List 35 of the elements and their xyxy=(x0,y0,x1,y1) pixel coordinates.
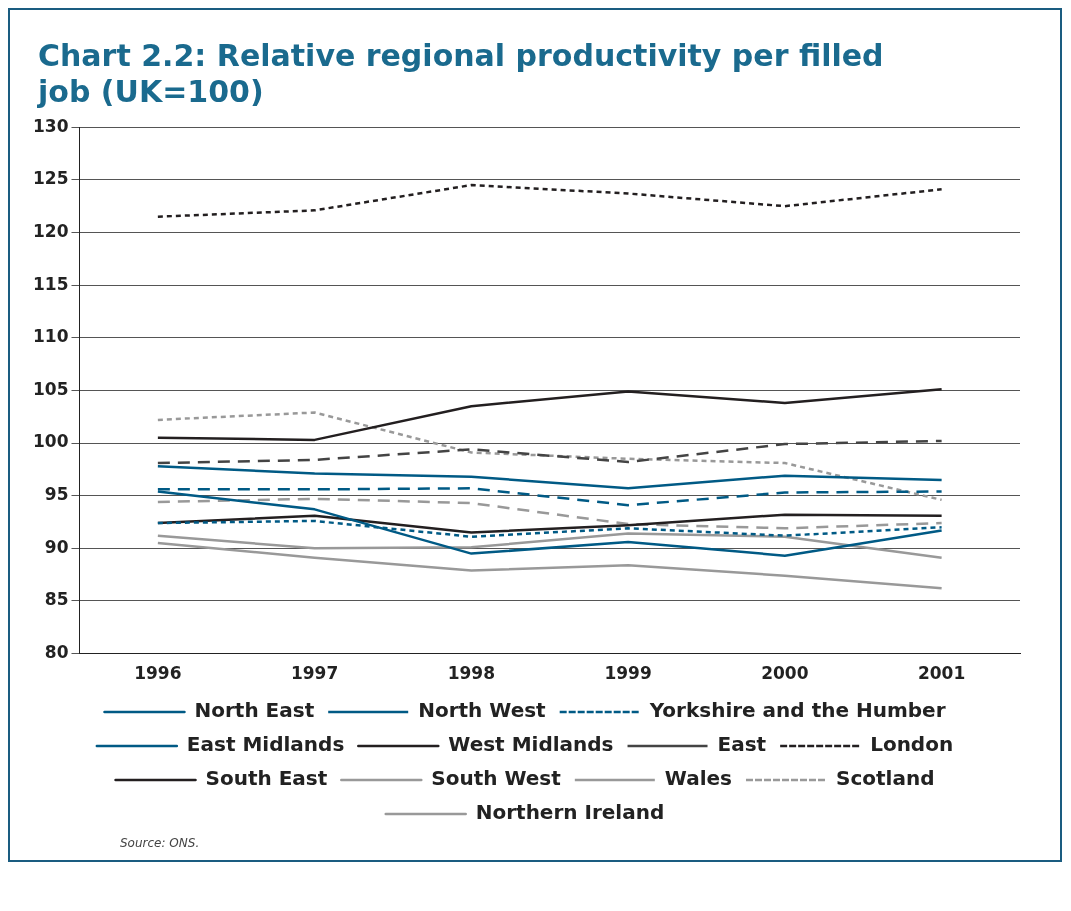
x-tick-label: 1998 xyxy=(447,663,496,684)
line-series xyxy=(156,411,943,502)
legend-label: Northern Ireland xyxy=(475,800,665,825)
y-tick-label: 95 xyxy=(44,484,69,505)
legend-label: South East xyxy=(205,766,328,791)
y-tick-label: 80 xyxy=(44,642,69,663)
legend-label: London xyxy=(870,732,954,757)
legend-label: Yorkshire and the Humber xyxy=(648,698,946,723)
x-tick-label: 2000 xyxy=(761,663,809,684)
y-tick-label: 85 xyxy=(44,589,69,610)
y-tick-label: 125 xyxy=(32,168,69,189)
y-tick-label: 100 xyxy=(32,431,69,452)
y-tick-label: 110 xyxy=(32,326,69,347)
legend-label: East Midlands xyxy=(186,732,345,757)
legend-label: Scotland xyxy=(836,766,935,791)
x-tick-label: 1996 xyxy=(134,663,182,684)
legend-label: East xyxy=(717,732,767,757)
y-tick-label: 90 xyxy=(44,536,69,557)
x-tick-label: 2001 xyxy=(917,663,966,684)
y-tick-label: 120 xyxy=(32,220,69,241)
chart-title: Chart 2.2: Relative regional productivity per filled job (UK=100) xyxy=(38,38,885,110)
y-tick-label: 130 xyxy=(32,115,69,136)
line-series xyxy=(156,183,943,218)
legend-label: North West xyxy=(418,698,547,723)
line-series xyxy=(156,497,943,530)
source-note: Source: ONS. xyxy=(120,836,201,850)
legend-label: South West xyxy=(431,766,562,791)
y-tick-label: 105 xyxy=(32,378,69,399)
legend-label: West Midlands xyxy=(448,732,614,757)
x-tick-label: 1999 xyxy=(604,663,652,684)
legend-label: Wales xyxy=(664,766,732,791)
line-series xyxy=(156,439,943,465)
legend-label: North East xyxy=(194,698,315,723)
y-tick-label: 115 xyxy=(32,273,69,294)
x-tick-label: 1997 xyxy=(290,663,339,684)
